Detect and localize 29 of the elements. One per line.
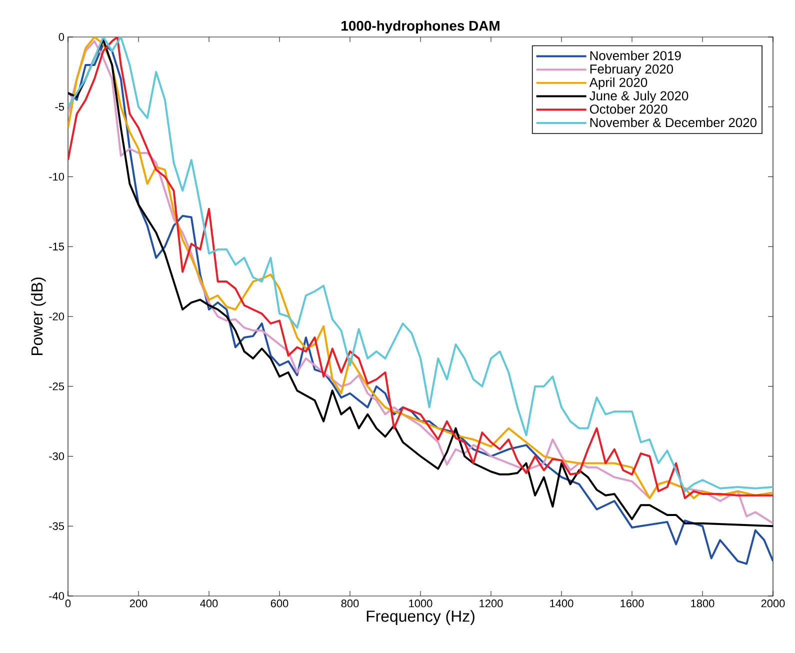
x-tick-label: 600 — [270, 600, 288, 608]
x-tick-label: 1800 — [691, 600, 714, 608]
y-tick-label: -25 — [49, 382, 64, 390]
y-tick-label: -30 — [49, 452, 64, 460]
y-tick-label: -20 — [49, 312, 64, 320]
legend-label: June & July 2020 — [590, 90, 688, 103]
y-axis-title: Power (dB) — [30, 278, 46, 356]
y-tick-label: -15 — [49, 242, 64, 250]
y-tick-label: -40 — [49, 592, 64, 600]
x-tick-label: 200 — [130, 600, 148, 608]
y-tick-label: -35 — [49, 522, 64, 530]
x-tick-label: 1200 — [480, 600, 503, 608]
x-tick-label: 400 — [200, 600, 218, 608]
x-tick-label: 2000 — [761, 600, 785, 608]
y-tick-label: -5 — [55, 103, 64, 111]
legend-label: November 2019 — [590, 50, 681, 60]
x-tick-label: 1400 — [550, 600, 574, 608]
chart-title: 1000-hydrophones DAM — [342, 20, 500, 34]
x-axis-title: Frequency (Hz) — [366, 610, 474, 625]
x-tick-label: 0 — [65, 600, 71, 608]
x-tick-label: 1600 — [620, 600, 644, 608]
y-tick-label: -10 — [49, 172, 64, 181]
legend-label: October 2020 — [590, 104, 668, 114]
legend-label: November & December 2020 — [590, 118, 757, 128]
x-tick-label: 1000 — [409, 600, 432, 608]
legend-label: February 2020 — [590, 64, 674, 76]
x-tick-label: 800 — [341, 600, 359, 608]
y-tick-label: 0 — [58, 33, 64, 41]
legend-label: April 2020 — [589, 77, 648, 90]
